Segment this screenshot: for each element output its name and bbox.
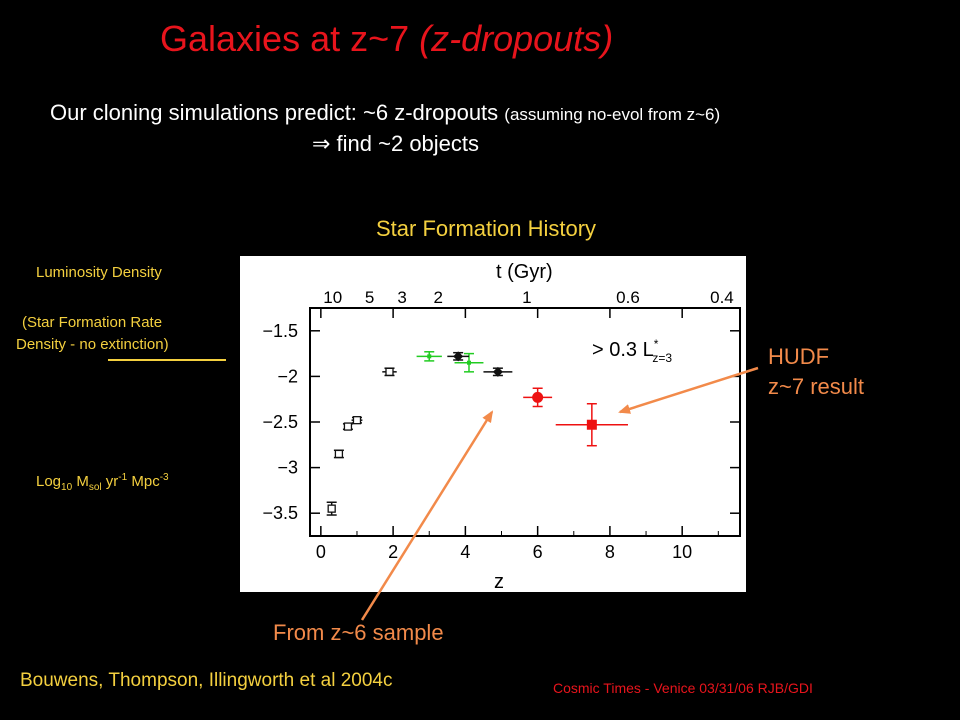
x-tick-label: 6 — [533, 542, 543, 562]
x-tick-label: 4 — [460, 542, 470, 562]
data-point — [385, 367, 394, 376]
top-tick-label: 3 — [397, 288, 406, 307]
top-tick-label: 0.6 — [616, 288, 640, 307]
hudf-label-2: z~7 result — [768, 374, 864, 399]
data-point — [466, 360, 471, 365]
data-point — [427, 354, 432, 359]
y-tick-label: −2.5 — [262, 412, 298, 432]
sfh-chart: t (Gyr) z > 0.3 L* z=3 0 2 4 6 8 10 −1.5 −2 −2.5 −… — [240, 256, 746, 592]
legend-sup: * — [654, 337, 659, 351]
data-point — [343, 422, 353, 431]
ylabel-line-3: Density - no extinction) — [16, 336, 169, 353]
data-point — [492, 366, 503, 377]
y-tick-label: −3 — [277, 458, 298, 478]
hudf-label-1: HUDF — [768, 344, 830, 369]
legend-sub: z=3 — [652, 351, 672, 365]
y-tick-label: −3.5 — [262, 503, 298, 523]
x-tick-label: 0 — [316, 542, 326, 562]
hudf-arrow — [618, 366, 759, 414]
title-italic: (z-dropouts) — [419, 18, 614, 59]
x-axis-label: z — [494, 571, 504, 592]
y-tick-label: −2 — [277, 366, 298, 386]
prediction-main: Our cloning simulations predict: ~6 z-dr… — [50, 100, 505, 125]
result-line: ⇒ find ~2 objects — [312, 131, 480, 156]
top-axis-label: t (Gyr) — [496, 261, 553, 283]
units-log: Log — [36, 473, 62, 490]
data-point — [334, 449, 344, 459]
units-yr: yr — [101, 473, 119, 490]
z6-arrow — [360, 410, 494, 621]
no-extinction-underline — [108, 359, 226, 361]
y-tick-label: −1.5 — [262, 321, 298, 341]
legend-main: > 0.3 L — [592, 339, 654, 361]
top-tick-label: 1 — [522, 288, 531, 307]
data-point — [327, 504, 336, 513]
plot-caption: Star Formation History — [376, 216, 597, 241]
data-point — [352, 416, 362, 425]
top-tick-label: 10 — [323, 288, 342, 307]
top-tick-label: 5 — [365, 288, 374, 307]
z6-sample-label: From z~6 sample — [273, 620, 444, 645]
ylabel-line-1: Luminosity Density — [36, 264, 162, 281]
legend-text: > 0.3 L* z=3 — [592, 337, 672, 365]
x-tick-label: 10 — [672, 542, 692, 562]
units-yr-sup: -1 — [118, 472, 128, 483]
ylabel-units: Log10 Msol yr-1 Mpc-3 — [36, 472, 169, 493]
slide-title: Galaxies at z~7 (z-dropouts) — [160, 18, 613, 60]
units-mpc-sup: -3 — [159, 472, 169, 483]
units-log-sub: 10 — [61, 482, 73, 493]
prediction-line: Our cloning simulations predict: ~6 z-dr… — [50, 100, 720, 126]
top-tick-label: 2 — [434, 288, 443, 307]
data-point — [586, 419, 597, 430]
top-tick-label: 0.4 — [710, 288, 734, 307]
title-main: Galaxies at z~7 — [160, 18, 420, 59]
prediction-note: (assuming no-evol from z~6) — [504, 105, 721, 124]
ylabel-line-2: (Star Formation Rate — [22, 314, 163, 331]
x-tick-label: 8 — [605, 542, 615, 562]
units-mpc: Mpc — [127, 473, 160, 490]
units-m-sub: sol — [88, 482, 102, 493]
units-m: M — [72, 473, 89, 490]
data-point — [453, 351, 464, 362]
citation: Bouwens, Thompson, Illingworth et al 200… — [20, 670, 393, 691]
x-tick-label: 2 — [388, 542, 398, 562]
data-point — [532, 391, 544, 403]
footer: Cosmic Times - Venice 03/31/06 RJB/GDI — [553, 680, 813, 696]
